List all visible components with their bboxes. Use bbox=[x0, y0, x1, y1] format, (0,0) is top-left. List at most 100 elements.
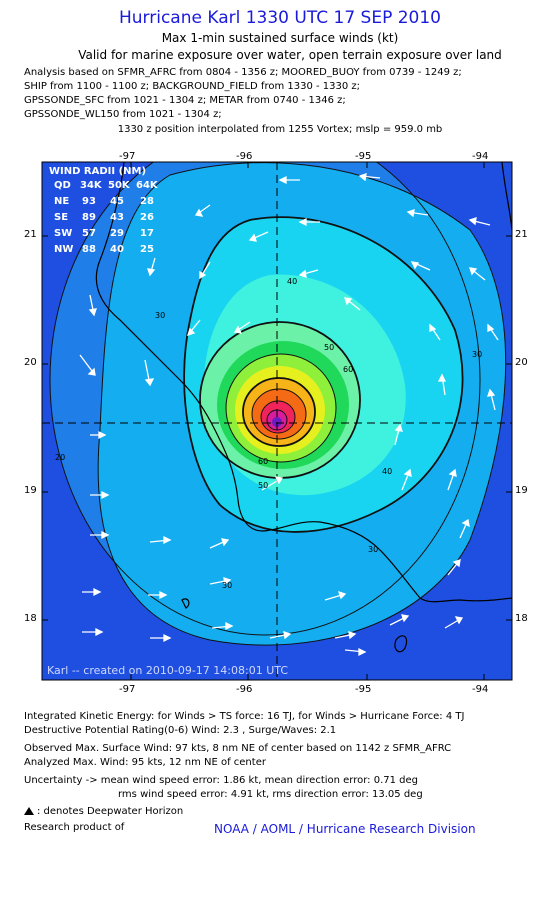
wind-arrow bbox=[148, 590, 168, 600]
y-tick-label: 18 bbox=[515, 613, 528, 624]
contour-label: 30 bbox=[222, 581, 232, 590]
wind-arrow bbox=[269, 631, 292, 640]
wind-radii-value: 17 bbox=[140, 228, 154, 239]
wind-arrow bbox=[147, 257, 156, 277]
wind-arrow bbox=[334, 631, 357, 640]
y-tick-label: 18 bbox=[24, 613, 37, 624]
wind-radii-value: 57 bbox=[82, 228, 96, 239]
x-tick-label: -95 bbox=[355, 151, 372, 162]
wind-radii-value: 26 bbox=[140, 212, 154, 223]
wind-arrow bbox=[344, 647, 367, 657]
contour-label: 40 bbox=[287, 277, 297, 286]
wind-arrow bbox=[298, 217, 320, 227]
wind-radii-quadrant: NW bbox=[54, 244, 73, 255]
wind-radii-value: 89 bbox=[82, 212, 96, 223]
contour-label: 60 bbox=[343, 365, 353, 374]
wind-arrow bbox=[261, 476, 284, 491]
uncertainty-mean: Uncertainty -> mean wind speed error: 1.… bbox=[24, 775, 419, 786]
y-tick-label: 21 bbox=[24, 229, 37, 240]
wind-arrow bbox=[90, 530, 110, 540]
contour-label: 20 bbox=[55, 453, 65, 462]
wind-arrow bbox=[487, 388, 496, 411]
coast-island bbox=[394, 635, 408, 653]
contour-line bbox=[260, 400, 296, 434]
wind-arrow bbox=[79, 354, 96, 376]
oil-rig-icon bbox=[24, 807, 34, 815]
wind-radii-value: 45 bbox=[110, 196, 124, 207]
y-tick-label: 19 bbox=[24, 485, 37, 496]
wind-radii-value: 25 bbox=[140, 244, 154, 255]
wind-arrow bbox=[468, 217, 491, 226]
wind-arrow bbox=[233, 321, 251, 334]
ike-summary: Integrated Kinetic Energy: for Winds > T… bbox=[24, 711, 465, 722]
chart-subtitle-exposure: Valid for marine exposure over water, op… bbox=[78, 48, 502, 62]
chart-subtitle: Max 1-min sustained surface winds (kt) bbox=[161, 31, 399, 45]
organization-name: NOAA / AOML / Hurricane Research Divisio… bbox=[214, 822, 476, 836]
wind-arrow bbox=[149, 535, 172, 545]
deepwater-legend: : denotes Deepwater Horizon bbox=[24, 806, 183, 817]
wind-arrow bbox=[209, 538, 230, 549]
wind-vectors bbox=[79, 173, 499, 657]
x-tick-label: -95 bbox=[355, 684, 372, 695]
contour-label: 50 bbox=[324, 343, 334, 352]
analyzed-max-wind: Analyzed Max. Wind: 95 kts, 12 nm NE of … bbox=[24, 757, 266, 768]
wind-radii-header-64k: 64K bbox=[136, 180, 159, 191]
contour-label: 60 bbox=[258, 457, 268, 466]
contour-labels: 30 40 50 60 50 60 40 30 30 30 20 bbox=[55, 277, 482, 590]
wind-radii-quadrant: SE bbox=[54, 212, 68, 223]
wind-arrow bbox=[324, 590, 347, 601]
analysis-line: GPSSONDE_WL150 from 1021 - 1304 z; bbox=[24, 109, 222, 120]
wind-arrow bbox=[447, 468, 457, 491]
wind-arrow bbox=[444, 616, 464, 629]
wind-arrow bbox=[90, 490, 110, 500]
deepwater-legend-text: : denotes Deepwater Horizon bbox=[37, 806, 184, 817]
wind-radii-value: 43 bbox=[110, 212, 124, 223]
wind-radii-value: 40 bbox=[110, 244, 124, 255]
wind-arrow bbox=[186, 319, 201, 337]
y-tick-label: 19 bbox=[515, 485, 528, 496]
wind-radii-header-34k: 34K bbox=[80, 180, 103, 191]
coastline-east bbox=[501, 162, 512, 231]
axis-ticks bbox=[42, 162, 512, 680]
contour-line-64kt bbox=[242, 377, 316, 447]
contour-line bbox=[225, 353, 337, 463]
wind-arrow bbox=[278, 175, 300, 185]
wind-arrow bbox=[211, 621, 234, 631]
contour-line bbox=[49, 162, 481, 636]
analysis-line: GPSSONDE_SFC from 1021 - 1304 z; METAR f… bbox=[24, 95, 346, 106]
wind-arrow bbox=[298, 269, 319, 278]
y-tick-label: 20 bbox=[515, 357, 528, 368]
analysis-line: Analysis based on SFMR_AFRC from 0804 - … bbox=[24, 67, 462, 78]
wind-arrow bbox=[389, 614, 410, 626]
plot-frame bbox=[41, 161, 513, 681]
analysis-line: SHIP from 1100 - 1100 z; BACKGROUND_FIEL… bbox=[24, 81, 361, 92]
contour-label: 30 bbox=[155, 311, 165, 320]
wind-arrow bbox=[144, 359, 155, 387]
wind-arrow bbox=[248, 231, 269, 242]
uncertainty-rms: rms wind speed error: 4.91 kt, rms direc… bbox=[118, 789, 423, 800]
coast-island bbox=[181, 598, 190, 609]
wind-radii-header-50k: 50K bbox=[108, 180, 131, 191]
x-tick-label: -94 bbox=[472, 151, 489, 162]
wind-arrow bbox=[437, 373, 447, 396]
wind-arrow bbox=[401, 468, 412, 491]
research-product-label: Research product of bbox=[24, 822, 125, 833]
chart-title: Hurricane Karl 1330 UTC 17 SEP 2010 bbox=[118, 8, 441, 28]
wind-radii-value: 28 bbox=[140, 196, 154, 207]
wind-arrow bbox=[90, 430, 107, 440]
wind-arrow bbox=[209, 577, 232, 586]
wind-radii-table: WIND RADII (NM) QD 34K 50K 64K NE 93 45 … bbox=[49, 166, 159, 255]
wind-radii-value: 29 bbox=[110, 228, 124, 239]
analysis-sources: Analysis based on SFMR_AFRC from 0804 - … bbox=[24, 66, 462, 122]
x-tick-label: -96 bbox=[236, 684, 253, 695]
wind-radii-header-qd: QD bbox=[54, 180, 71, 191]
wind-arrow bbox=[394, 423, 403, 446]
wind-arrow bbox=[406, 209, 429, 218]
wind-arrow bbox=[410, 261, 431, 271]
y-tick-label: 21 bbox=[515, 229, 528, 240]
contour-label: 30 bbox=[368, 545, 378, 554]
wind-arrow bbox=[194, 204, 211, 217]
wind-arrow bbox=[459, 518, 470, 539]
y-tick-label: 20 bbox=[24, 357, 37, 368]
